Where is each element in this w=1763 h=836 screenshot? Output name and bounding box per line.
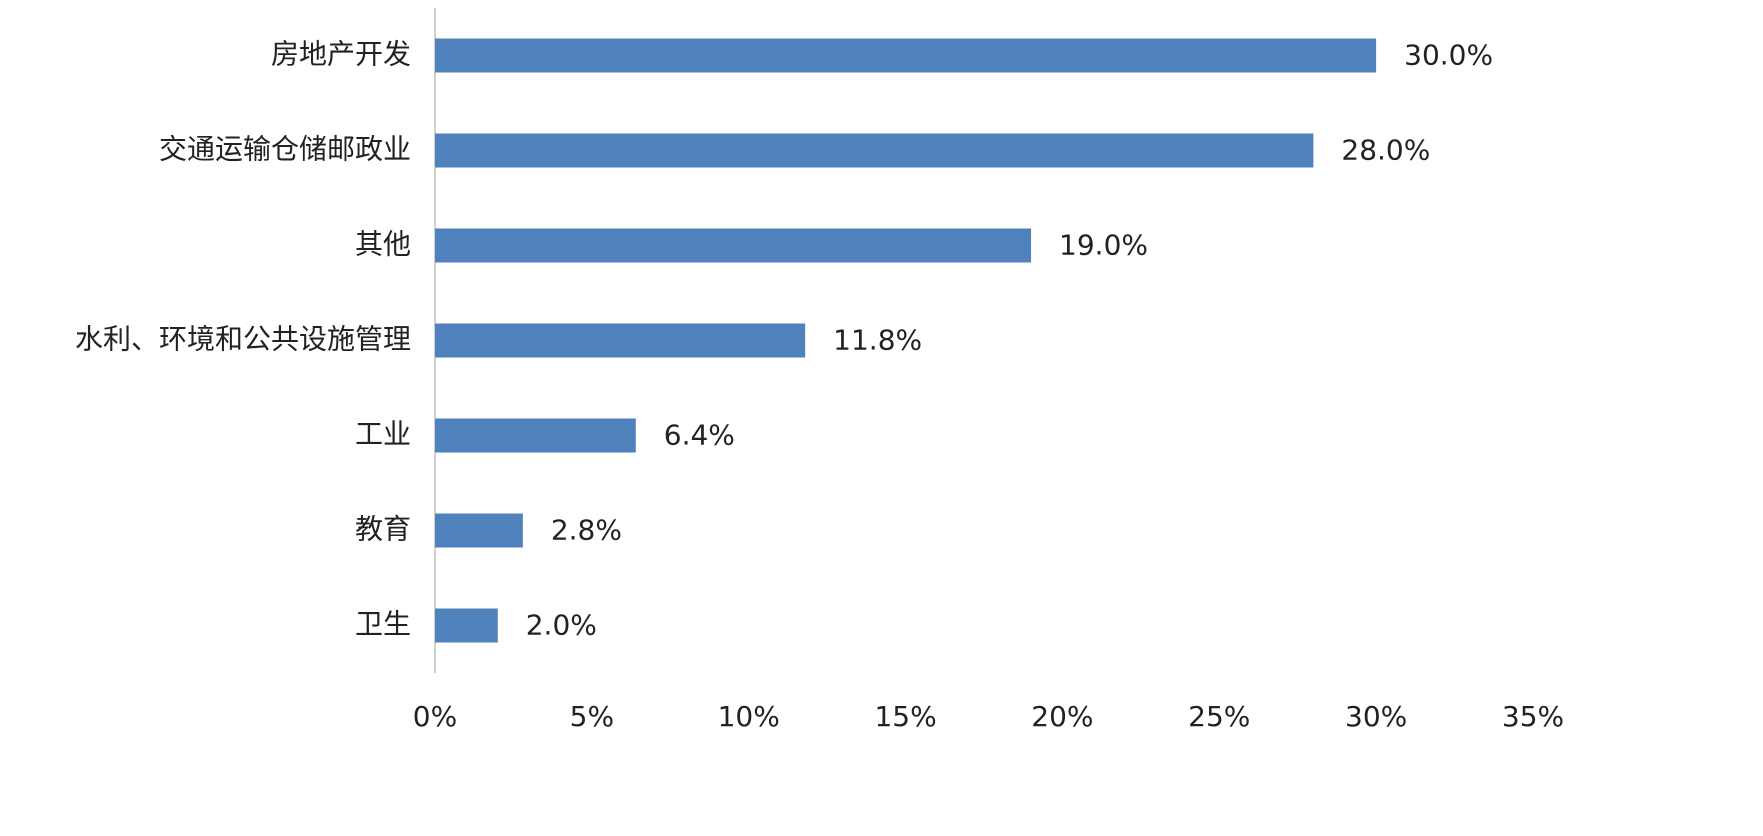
x-tick-label: 20% <box>1031 700 1093 733</box>
bar <box>435 323 806 358</box>
data-label: 28.0% <box>1341 134 1430 167</box>
data-label: 6.4% <box>664 419 735 452</box>
data-label: 11.8% <box>833 324 922 357</box>
y-tick-label: 水利、环境和公共设施管理 <box>75 323 411 356</box>
y-tick-label: 卫生 <box>355 608 411 641</box>
x-tick-label: 15% <box>874 700 936 733</box>
data-label: 2.8% <box>551 514 622 547</box>
bar <box>435 228 1032 263</box>
data-label: 19.0% <box>1059 229 1148 262</box>
data-label: 2.0% <box>526 609 597 642</box>
y-tick-label: 工业 <box>355 418 411 451</box>
x-tick-label: 30% <box>1345 700 1407 733</box>
y-tick-label: 其他 <box>355 228 411 261</box>
bar <box>435 38 1377 73</box>
x-tick-label: 25% <box>1188 700 1250 733</box>
y-tick-label: 教育 <box>355 513 411 546</box>
bar <box>435 608 498 643</box>
x-tick-label: 0% <box>413 700 457 733</box>
x-tick-label: 10% <box>718 700 780 733</box>
data-label: 30.0% <box>1404 39 1493 72</box>
x-tick-label: 5% <box>570 700 614 733</box>
x-tick-label: 35% <box>1502 700 1564 733</box>
y-tick-label: 交通运输仓储邮政业 <box>159 133 411 166</box>
bar <box>435 418 636 453</box>
bar <box>435 513 523 548</box>
bar <box>435 133 1314 168</box>
y-tick-label: 房地产开发 <box>271 38 411 71</box>
